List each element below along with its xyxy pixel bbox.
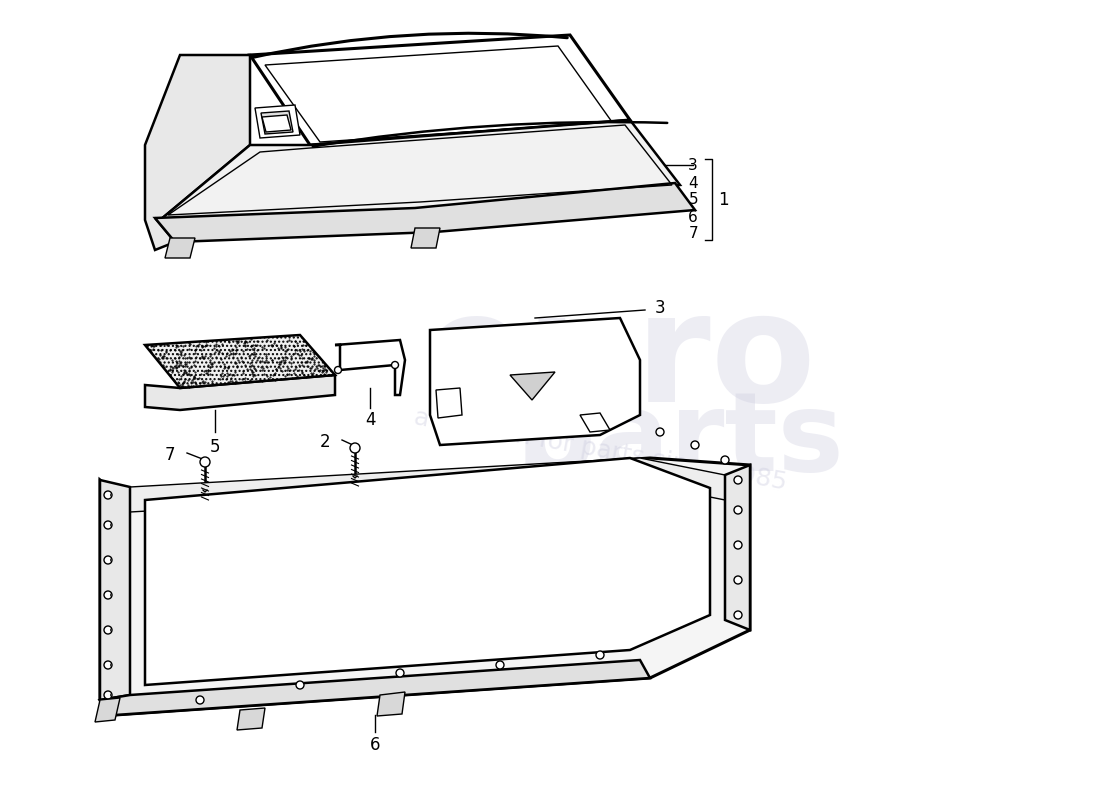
Text: 6: 6 [689, 210, 698, 225]
Polygon shape [236, 708, 265, 730]
Circle shape [196, 696, 204, 704]
Circle shape [720, 456, 729, 464]
Circle shape [396, 669, 404, 677]
Circle shape [734, 611, 742, 619]
Text: 4: 4 [365, 411, 375, 429]
Polygon shape [262, 115, 292, 132]
Circle shape [296, 681, 304, 689]
Polygon shape [145, 458, 710, 685]
Text: 2: 2 [319, 433, 330, 451]
Text: euro: euro [424, 286, 816, 434]
Polygon shape [100, 480, 130, 700]
Polygon shape [100, 458, 750, 715]
Text: 3: 3 [654, 299, 666, 317]
Text: 4: 4 [689, 175, 698, 190]
Text: 7: 7 [689, 226, 698, 242]
Polygon shape [261, 111, 293, 134]
Circle shape [656, 428, 664, 436]
Circle shape [392, 362, 398, 369]
Circle shape [350, 443, 360, 453]
Polygon shape [510, 372, 556, 400]
Text: 6: 6 [370, 736, 381, 754]
Text: 7: 7 [165, 446, 175, 464]
Circle shape [734, 506, 742, 514]
Text: parts: parts [516, 386, 845, 494]
Circle shape [104, 556, 112, 564]
Circle shape [734, 476, 742, 484]
Text: 5: 5 [689, 193, 698, 207]
Circle shape [104, 591, 112, 599]
Polygon shape [155, 183, 695, 242]
Polygon shape [430, 318, 640, 445]
Circle shape [104, 626, 112, 634]
Circle shape [734, 576, 742, 584]
Polygon shape [250, 35, 630, 145]
Text: 1: 1 [718, 191, 728, 209]
Circle shape [200, 457, 210, 467]
Polygon shape [580, 413, 611, 432]
Polygon shape [725, 465, 750, 630]
Polygon shape [336, 340, 405, 395]
Polygon shape [145, 335, 336, 388]
Circle shape [496, 661, 504, 669]
Polygon shape [145, 375, 336, 410]
Polygon shape [100, 660, 650, 715]
Circle shape [104, 491, 112, 499]
Polygon shape [130, 458, 725, 512]
Polygon shape [377, 692, 405, 716]
Circle shape [734, 541, 742, 549]
Polygon shape [255, 105, 300, 138]
Circle shape [104, 661, 112, 669]
Polygon shape [411, 228, 440, 248]
Polygon shape [165, 238, 195, 258]
Text: 3: 3 [689, 158, 698, 173]
Polygon shape [436, 388, 462, 418]
Circle shape [596, 651, 604, 659]
Circle shape [691, 441, 698, 449]
Text: a passion for parts since 1985: a passion for parts since 1985 [411, 406, 789, 494]
Polygon shape [95, 698, 120, 722]
Circle shape [104, 691, 112, 699]
Polygon shape [145, 55, 250, 250]
Circle shape [334, 366, 341, 374]
Circle shape [104, 521, 112, 529]
Text: 5: 5 [210, 438, 220, 456]
Polygon shape [160, 120, 680, 220]
